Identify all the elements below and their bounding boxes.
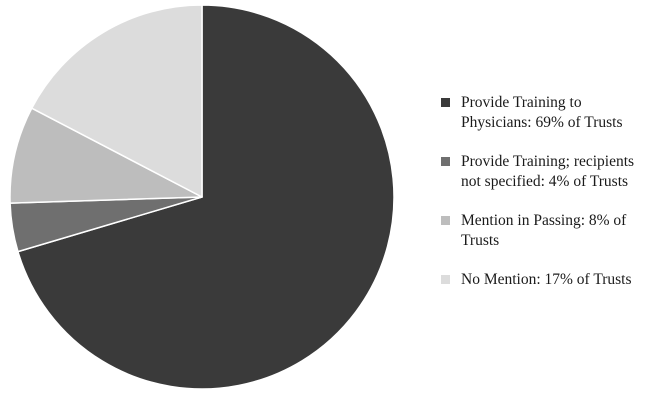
legend-swatch (441, 98, 450, 107)
legend-swatch (441, 157, 450, 166)
legend-swatch (441, 216, 450, 225)
legend-item: Mention in Passing: 8% of Trusts (441, 211, 656, 251)
legend-item: No Mention: 17% of Trusts (441, 270, 656, 290)
pie-slice (17, 4, 395, 390)
legend-label: Provide Training; recipients not specifi… (461, 153, 635, 190)
legend-swatch (441, 275, 450, 284)
legend-label: Mention in Passing: 8% of Trusts (461, 212, 627, 249)
legend: Provide Training to Physicians: 69% of T… (441, 93, 656, 309)
legend-label: No Mention: 17% of Trusts (461, 271, 632, 288)
legend-item: Provide Training; recipients not specifi… (441, 152, 656, 192)
pie-slice (9, 107, 203, 204)
legend-label: Provide Training to Physicians: 69% of T… (461, 94, 623, 131)
legend-item: Provide Training to Physicians: 69% of T… (441, 93, 656, 133)
pie-slice (31, 4, 203, 198)
